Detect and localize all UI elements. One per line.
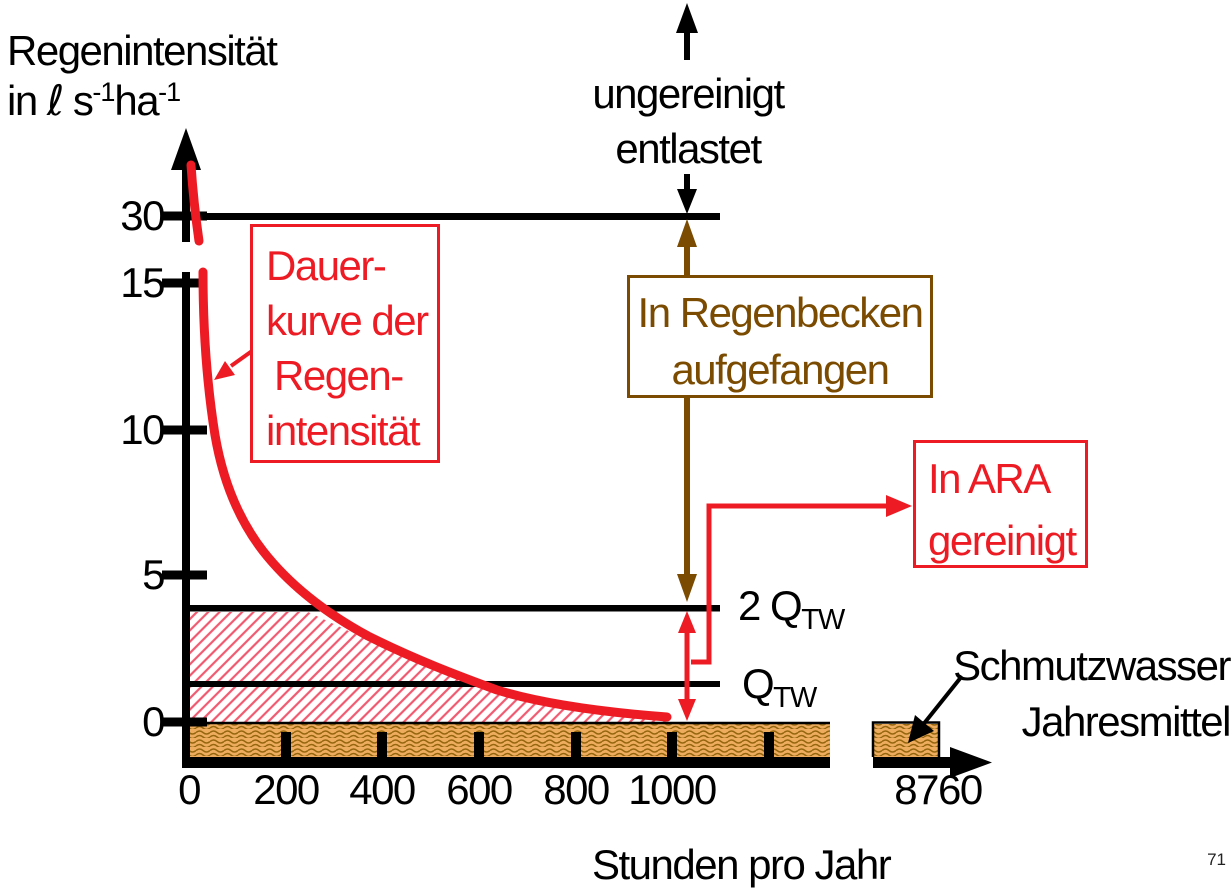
y-tick-label-10: 10 [120,406,165,453]
y-tick-label-15: 15 [120,259,165,306]
page-number: 71 [1207,850,1226,869]
y-tick-label-5: 5 [142,551,165,598]
line-30 [190,213,720,220]
sewage-label: Schmutzwasser Jahresmittel [953,642,1231,745]
y-axis-arrowhead-icon [171,128,201,170]
x-tick-label-800: 800 [543,766,610,813]
rain-basin-callout-box: In Regenbecken aufgefangen [627,275,933,398]
x-axis-title: Stunden pro Jahr [592,841,892,888]
line-2qtw [190,605,720,612]
y-tick-label-30: 30 [120,192,165,239]
litre-symbol: ℓ [46,76,64,125]
y-axis-units: in ℓ s-1ha-1 [7,76,181,125]
rain-duration-curve-top-segment [186,160,204,246]
x-tick-label-400: 400 [349,766,416,813]
label-2qtw: 2 QTW [738,582,845,636]
ara-connector-arrow-icon [691,495,912,665]
y-axis-line-lower [182,272,190,768]
rain-duration-curve [198,267,672,722]
y-tick-label-0: 0 [142,698,165,745]
overflow-down-arrow-icon [677,174,697,214]
overflow-up-arrow-icon [676,3,698,60]
x-tick-label-0: 0 [178,766,201,813]
x-tick-marks [281,732,774,757]
label-qtw: QTW [742,660,817,714]
sewage-pointer-arrow-icon [908,674,964,743]
y-axis-line-upper [182,158,190,242]
overflow-label: ungereinigt entlastet [592,70,785,172]
y-axis-title: Regenintensität [7,27,278,74]
x-tick-label-600: 600 [446,766,513,813]
ara-callout-box: In ARA gereinigt [913,440,1088,568]
x-tick-label-8760: 8760 [894,766,983,813]
line-qtw [190,681,720,687]
x-axis-arrowhead-icon [950,747,992,778]
x-axis-line-after-break [873,757,955,768]
duration-curve-callout-box: Dauer- kurve der Regen- intensität [250,224,440,463]
x-tick-label-200: 200 [253,766,320,813]
ara-double-arrow-icon [678,611,696,721]
x-tick-label-1000: 1000 [628,766,717,813]
sewage-band-8760-border [871,721,941,757]
sewage-band [190,724,830,757]
x-axis-line [183,757,830,768]
curve-pointer-arrow-icon [214,349,254,380]
y-tick-marks [162,211,207,727]
